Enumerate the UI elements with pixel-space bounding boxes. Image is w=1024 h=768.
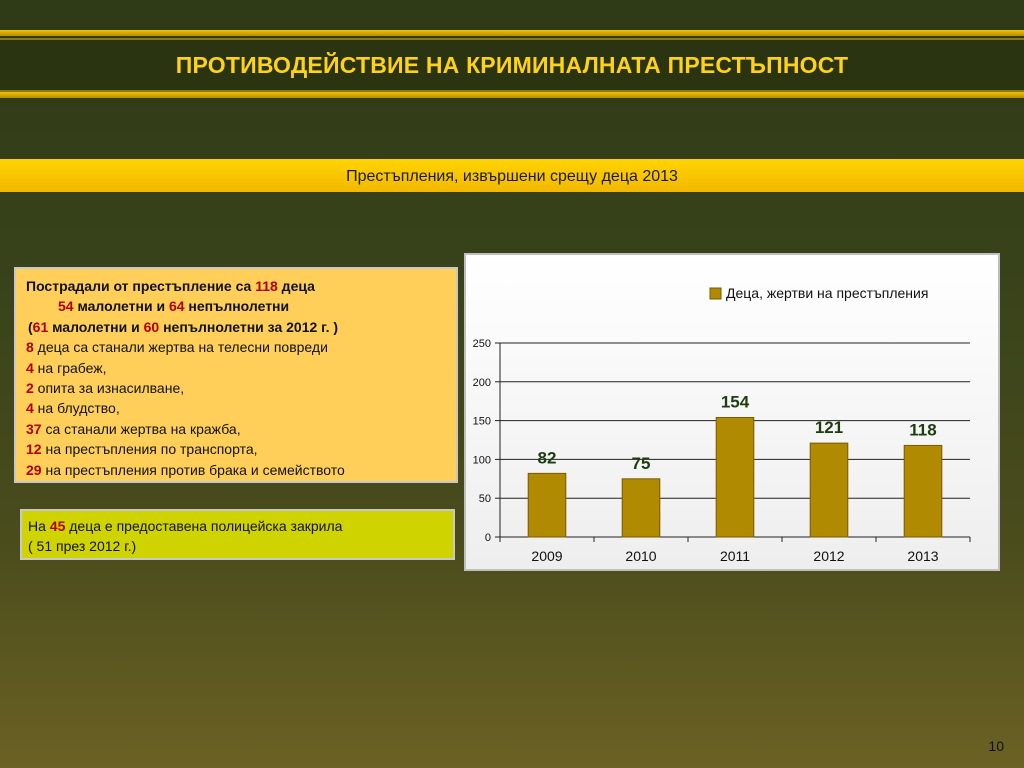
- x-tick-label: 2010: [625, 548, 656, 564]
- page-number: 10: [988, 738, 1004, 754]
- bottom-gold-line: [0, 92, 1024, 98]
- y-tick-labels: 0 50 100 150 200 250: [473, 338, 491, 544]
- page-title: ПРОТИВОДЕЙСТВИЕ НА КРИМИНАЛНАТА ПРЕСТЪПН…: [175, 52, 849, 78]
- data-label: 154: [721, 392, 750, 411]
- victims-info-box: Пострадали от престъпление са 118 деца 5…: [14, 267, 458, 483]
- info-item: 8 деца са станали жертва на телесни повр…: [26, 339, 328, 356]
- data-label: 75: [632, 454, 651, 473]
- bar: [715, 416, 755, 538]
- police-protection-box: На 45 деца е предоставена полицейска зак…: [20, 509, 455, 560]
- legend-label: Деца, жертви на престъпления: [726, 285, 928, 301]
- y-tick-label: 50: [479, 493, 491, 505]
- slide-subtitle: Престъпления, извършени срещу деца 2013: [346, 168, 678, 185]
- info-line-total: Пострадали от престъпление са 118 деца: [26, 278, 315, 294]
- data-label: 118: [909, 420, 936, 439]
- info-item: 4 на грабеж,: [26, 359, 107, 376]
- data-label: 82: [538, 448, 557, 467]
- info-line-2012: (61 малолетни и 60 непълнолетни за 2012 …: [28, 318, 339, 335]
- x-tick-label: 2012: [813, 548, 844, 564]
- subtitle-bar: Престъпления, извършени срещу деца 2013: [0, 159, 1024, 192]
- bar-chart-panel: Деца, жертви на престъпления 0 50 100 150 20…: [464, 253, 1000, 571]
- info-item: 12 на престъпления по транспорта,: [26, 441, 258, 458]
- y-tick-label: 100: [473, 454, 491, 466]
- bar: [903, 444, 943, 538]
- y-tick-label: 150: [473, 416, 491, 428]
- bar: [809, 442, 849, 538]
- data-label: 121: [815, 418, 843, 437]
- info-line-ages: 54 малолетни и 64 непълнолетни: [58, 298, 290, 315]
- legend-swatch: [709, 287, 722, 300]
- info-item: 37 са станали жертва на кражба,: [26, 420, 241, 437]
- x-tick-label: 2009: [531, 548, 562, 564]
- protection-line-2: ( 51 през 2012 г.): [28, 538, 137, 555]
- y-tick-label: 200: [473, 377, 491, 389]
- bars: [527, 416, 943, 538]
- protection-line-1: На 45 деца е предоставена полицейска зак…: [28, 518, 343, 534]
- title-band: ПРОТИВОДЕЙСТВИЕ НА КРИМИНАЛНАТА ПРЕСТЪПН…: [0, 38, 1024, 92]
- info-item: 2 опита за изнасилване,: [26, 379, 185, 396]
- x-tick-label: 2011: [720, 548, 750, 564]
- bar: [527, 472, 567, 538]
- y-tick-label: 250: [473, 338, 491, 350]
- bar: [621, 478, 661, 538]
- info-item: 29 на престъпления против брака и семейс…: [26, 461, 345, 478]
- y-tick-label: 0: [485, 532, 491, 544]
- info-item: 4 на блудство,: [26, 400, 120, 417]
- x-tick-labels: 2009 2010 2011 2012 2013: [531, 548, 938, 564]
- x-tick-label: 2013: [907, 548, 938, 564]
- top-gold-line: [0, 30, 1024, 36]
- bar-chart: Деца, жертви на престъпления 0 50 100 150 20…: [473, 285, 971, 564]
- data-labels: 82 75 154 121 118: [538, 392, 937, 472]
